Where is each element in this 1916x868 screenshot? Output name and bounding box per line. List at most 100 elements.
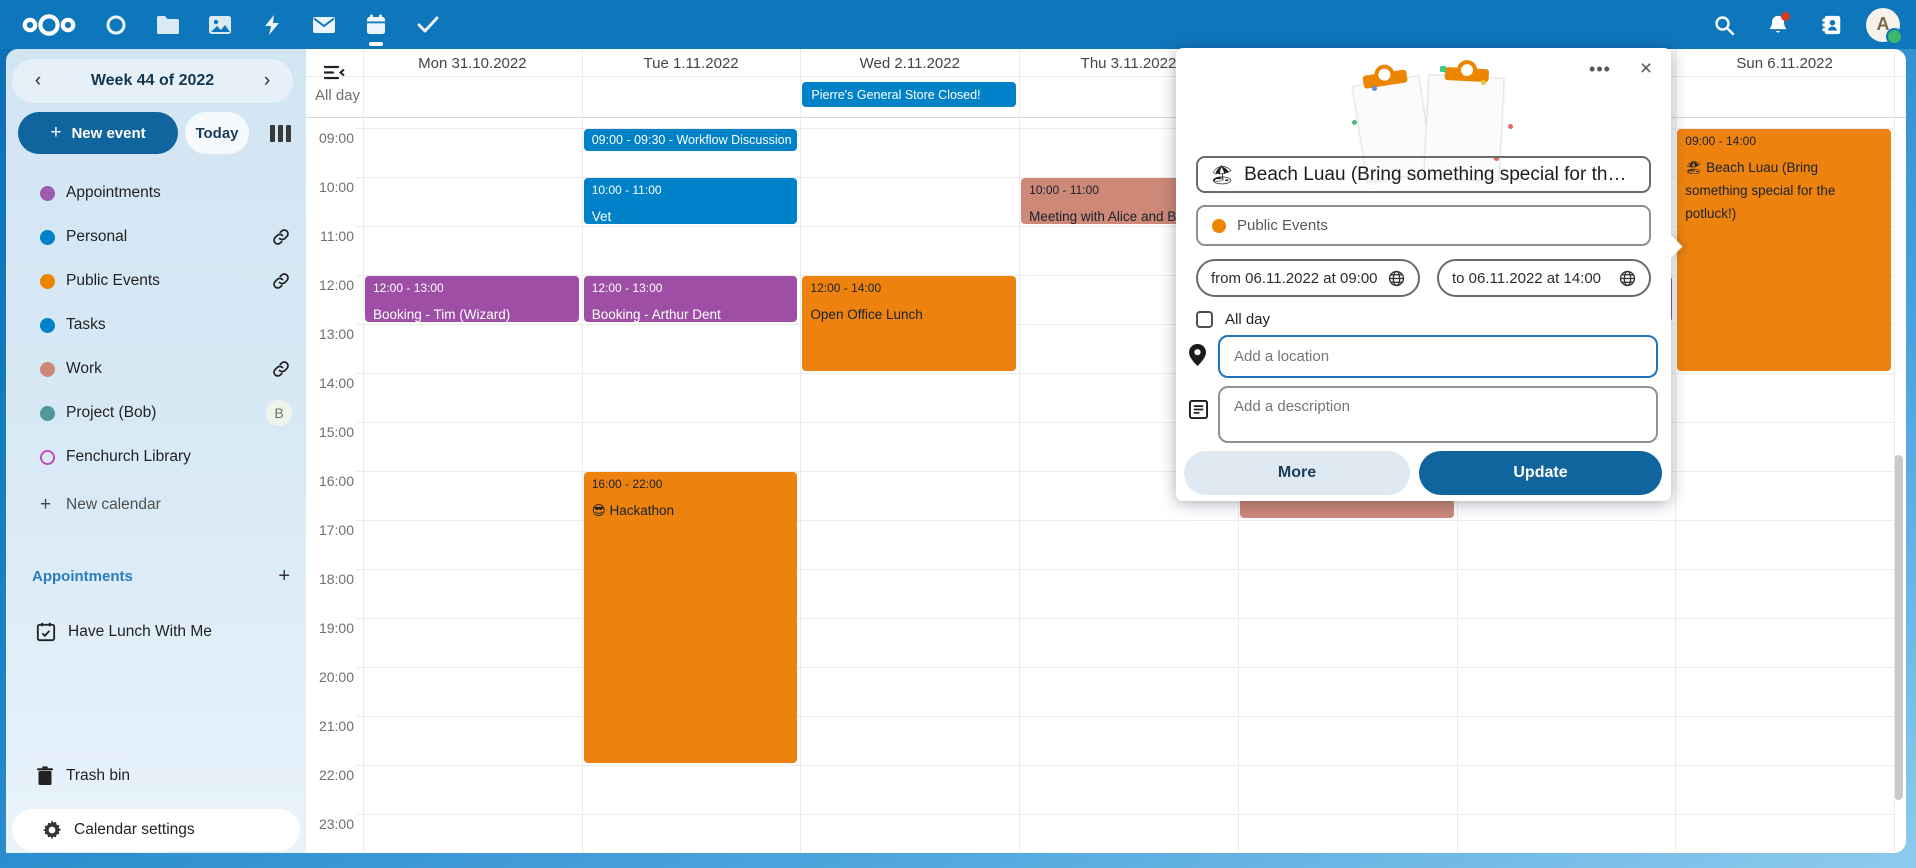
shared-link-icon[interactable]	[272, 272, 292, 290]
appointments-heading: Appointments	[32, 567, 133, 585]
event-beach-luau-bring-something-special-for-the-potluck[interactable]: 09:00 - 14:00 🏖 Beach Luau (Bring somethi…	[1677, 129, 1891, 371]
grid-hour-line	[356, 177, 1894, 178]
event-booking-arthur-dent[interactable]: 12:00 - 13:00 Booking - Arthur Dent	[583, 276, 798, 322]
tasks-icon[interactable]	[408, 0, 448, 49]
grid-column-line	[1894, 49, 1895, 853]
divider	[306, 76, 1906, 77]
event-vet[interactable]: 10:00 - 11:00 Vet	[583, 178, 798, 224]
activity-icon[interactable]	[252, 0, 292, 49]
calendar-settings-button[interactable]: Calendar settings	[12, 809, 300, 851]
timezone-globe-icon[interactable]	[1619, 270, 1636, 287]
hour-label: 09:00	[318, 130, 354, 146]
allday-event-pierre-s-general-store-closed[interactable]: Pierre's General Store Closed!	[802, 82, 1017, 107]
calendar-check-icon	[36, 622, 56, 642]
view-columns-icon[interactable]	[270, 124, 291, 142]
appointment-item[interactable]: Have Lunch With Me	[6, 610, 306, 654]
day-header-wed[interactable]: Wed 2.11.2022	[859, 55, 960, 72]
hour-label: 22:00	[318, 767, 354, 783]
prev-week-button[interactable]: ‹	[34, 70, 42, 91]
avatar[interactable]: A	[1866, 7, 1903, 45]
next-week-button[interactable]: ›	[263, 70, 271, 91]
new-calendar-button[interactable]: + New calendar	[40, 494, 161, 515]
day-header-sun[interactable]: Sun 6.11.2022	[1736, 55, 1833, 72]
event-hackathon[interactable]: 16:00 - 22:00 😎 Hackathon	[583, 472, 798, 763]
merged-view-toggle-icon[interactable]	[323, 65, 346, 85]
location-input[interactable]	[1232, 347, 1644, 366]
search-icon[interactable]	[1704, 0, 1744, 49]
location-field[interactable]	[1218, 335, 1658, 378]
files-icon[interactable]	[148, 0, 188, 49]
event-title-input[interactable]: 🏖 Beach Luau (Bring something special fo…	[1196, 156, 1651, 193]
day-header-tue[interactable]: Tue 1.11.2022	[643, 55, 739, 72]
sidebar-calendar-personal[interactable]: Personal	[6, 215, 306, 259]
event-title: Booking - Tim (Wizard)	[373, 307, 511, 322]
event-booking-tim-wizard[interactable]: 12:00 - 13:00 Booking - Tim (Wizard)	[365, 276, 579, 322]
sidebar-calendar-tasks[interactable]: Tasks	[6, 303, 306, 347]
update-button[interactable]: Update	[1419, 451, 1662, 495]
calendar-color-dot	[40, 273, 55, 289]
trash-bin-button[interactable]: Trash bin	[6, 754, 306, 798]
plus-icon: +	[40, 494, 52, 515]
grid-hour-line	[356, 324, 1894, 325]
grid-hour-line	[356, 226, 1894, 227]
sidebar-calendar-work[interactable]: Work	[6, 347, 306, 391]
calendar-label: Appointments	[66, 184, 161, 201]
description-field[interactable]	[1218, 386, 1658, 443]
new-event-button[interactable]: + New event	[18, 112, 178, 154]
sidebar-calendar-project-bob[interactable]: Project (Bob) B	[6, 391, 306, 435]
sidebar-calendar-appointments[interactable]: Appointments	[6, 171, 306, 215]
shared-link-icon[interactable]	[272, 228, 292, 246]
sidebar-calendar-fenchurch-library[interactable]: Fenchurch Library	[6, 435, 306, 479]
allday-checkbox[interactable]: All day	[1196, 309, 1270, 329]
checkbox-unchecked[interactable]	[1196, 310, 1213, 328]
end-datetime-input[interactable]: to 06.11.2022 at 14:00	[1437, 259, 1651, 297]
event-title: 😎 Hackathon	[591, 503, 675, 518]
grid-hour-line	[356, 275, 1894, 276]
start-datetime-input[interactable]: from 06.11.2022 at 09:00	[1196, 259, 1420, 297]
grid-hour-line	[356, 373, 1894, 374]
calendar-color-dot	[40, 185, 55, 201]
today-button[interactable]: Today	[185, 112, 249, 154]
grid-column-line	[582, 49, 583, 853]
day-header-thu[interactable]: Thu 3.11.2022	[1080, 55, 1177, 72]
trash-icon	[37, 766, 53, 785]
sidebar-calendar-public-events[interactable]: Public Events	[6, 259, 306, 303]
event-title: Meeting with Alice and B	[1029, 209, 1177, 224]
divider	[306, 117, 1906, 118]
vertical-scrollbar[interactable]	[1894, 455, 1903, 800]
beach-emoji: 🏖	[1210, 164, 1235, 186]
calendar-label: Tasks	[66, 316, 106, 333]
hour-label: 18:00	[318, 571, 354, 587]
circle-app-icon[interactable]	[96, 0, 136, 49]
hour-label: 19:00	[318, 620, 354, 636]
event-09-00-09-30-workflow-discussion[interactable]: 09:00 - 09:30 - Workflow Discussion	[583, 129, 798, 151]
top-bar: A	[0, 0, 1916, 49]
nextcloud-logo[interactable]	[20, 12, 78, 38]
hour-label: 23:00	[318, 816, 354, 832]
shared-link-icon[interactable]	[272, 360, 292, 378]
photos-icon[interactable]	[200, 0, 240, 49]
notifications-bell-icon[interactable]	[1758, 0, 1798, 49]
calendar-color-dot	[40, 361, 55, 377]
contacts-icon[interactable]	[1812, 0, 1852, 49]
more-actions-icon[interactable]: •••	[1589, 58, 1611, 79]
calendar-select[interactable]: Public Events	[1196, 205, 1651, 246]
grid-column-line	[800, 49, 801, 853]
description-input[interactable]	[1232, 396, 1644, 437]
grid-hour-line	[356, 765, 1894, 766]
event-open-office-lunch[interactable]: 12:00 - 14:00 Open Office Lunch	[802, 276, 1017, 371]
grid-column-line	[1019, 49, 1020, 853]
calendar-label: Public Events	[66, 272, 160, 289]
calendar-ring-icon	[40, 449, 55, 465]
event-time: 10:00 - 11:00	[1029, 183, 1099, 197]
day-header-mon[interactable]: Mon 31.10.2022	[418, 55, 527, 72]
event-title: Vet	[591, 209, 612, 224]
mail-icon[interactable]	[304, 0, 344, 49]
grid-hour-line	[356, 667, 1894, 668]
calendar-icon[interactable]	[356, 0, 396, 49]
calendar-label: Personal	[66, 228, 128, 245]
timezone-globe-icon[interactable]	[1388, 270, 1405, 287]
close-icon[interactable]: ×	[1639, 57, 1653, 80]
add-appointment-button[interactable]: +	[278, 564, 290, 587]
more-button[interactable]: More	[1184, 451, 1410, 495]
